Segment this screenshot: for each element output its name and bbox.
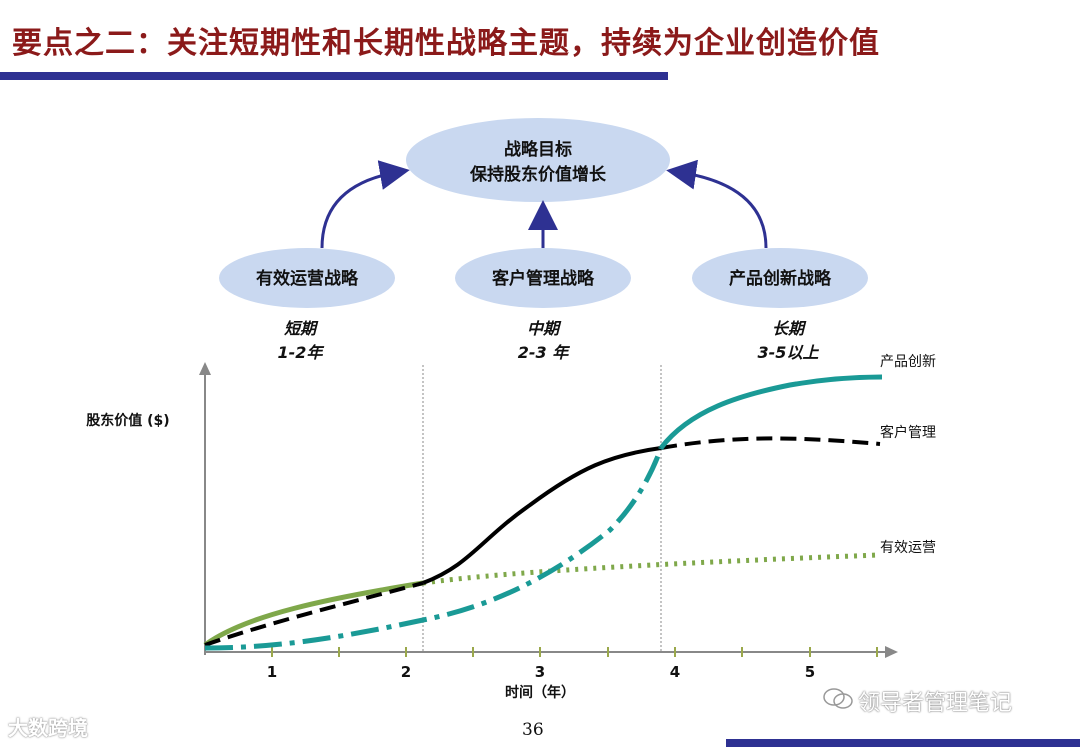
x-tick-label-2: 2 [401,663,411,681]
goal-line2: 保持股东价值增长 [469,164,607,185]
page-title: 要点之二：关注短期性和长期性战略主题，持续为企业创造价值 [12,26,880,61]
strategy-ellipse-innovation [692,248,868,308]
series-customer-solid [422,446,662,585]
x-tick-label-5: 5 [805,663,815,681]
series-innovation-solid [659,374,883,450]
strategy-label-customer: 客户管理战略 [491,268,595,289]
page-number: 36 [522,720,544,740]
term-long-name: 长期 [772,319,807,338]
watermark-left: 大数跨境 [8,716,88,740]
x-axis-arrow [885,646,898,658]
term-mid-name: 中期 [527,319,562,338]
arrow-operations-to-goal [320,160,410,249]
x-tick-marks [271,647,878,657]
term-long-range: 3-5以上 [758,343,820,362]
bottom-rule [726,739,1080,747]
strategy-label-operations: 有效运营战略 [256,268,359,289]
x-tick-label-3: 3 [535,663,545,681]
series-label-innovation: 产品创新 [880,354,936,370]
x-tick-label-4: 4 [670,663,680,681]
term-short-range: 1-2年 [278,343,325,362]
series-customer-dashed-end [660,436,881,450]
strategy-ellipse-operations [219,248,395,308]
series-label-customer: 客户管理 [880,424,936,441]
goal-ellipse [406,118,670,202]
y-axis-label: 股东价值 ($) [86,412,169,429]
series-operations-solid [203,580,424,648]
strategy-label-innovation: 产品创新战略 [729,268,832,289]
term-short-name: 短期 [284,319,319,338]
watermark-right: 领导者管理笔记 [858,691,1013,716]
goal-line1: 战略目标 [504,139,572,160]
series-operations-dotted [422,552,879,586]
wechat-icon [823,688,853,709]
title-rule [0,72,668,80]
x-tick-label-1: 1 [267,663,277,681]
strategy-ellipse-customer [455,248,631,308]
arrow-innovation-to-goal [666,159,768,249]
term-mid-range: 2-3 年 [518,343,570,362]
y-axis-arrow [199,362,211,375]
series-label-operations: 有效运营 [880,540,936,556]
series-innovation-dashdot [204,447,664,651]
series-customer-dashed-start [204,581,424,647]
x-axis-label: 时间（年） [505,684,575,701]
